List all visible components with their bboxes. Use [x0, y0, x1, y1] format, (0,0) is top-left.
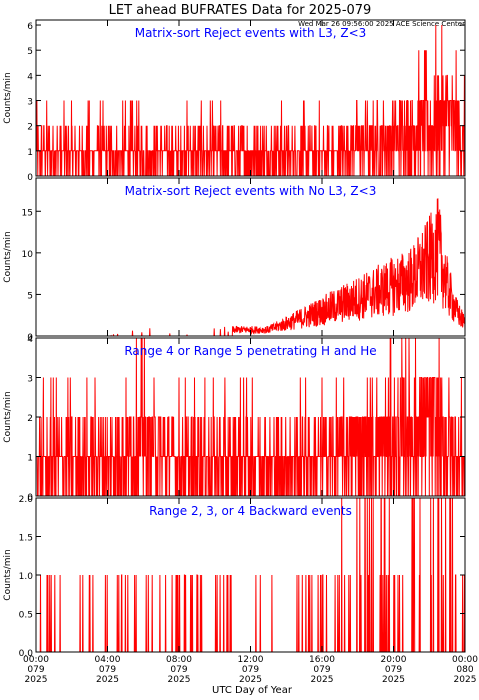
- series-line: [36, 198, 466, 337]
- x-tick-label: 00:00: [452, 655, 478, 665]
- x-tick-label: 079: [170, 665, 187, 675]
- x-tick-label: 12:00: [238, 655, 264, 665]
- x-axis-label: UTC Day of Year: [212, 685, 293, 696]
- series-line: [36, 337, 465, 497]
- series-line: [36, 24, 466, 177]
- y-tick-label: 10: [22, 250, 34, 260]
- x-tick-label: 00:00: [23, 655, 49, 665]
- panel-title: Range 4 or Range 5 penetrating H and He: [124, 344, 376, 358]
- y-axis-label: Counts/min: [3, 231, 13, 282]
- x-tick-label: 079: [242, 665, 259, 675]
- x-tick-label: 04:00: [95, 655, 121, 665]
- x-tick-label: 079: [385, 665, 402, 675]
- y-tick-label: 0: [27, 173, 33, 183]
- x-tick-label: 2025: [168, 675, 191, 685]
- chart-title: LET ahead BUFRATES Data for 2025-079: [109, 3, 372, 18]
- panel-1: 0 1 2 3 4 5 6 Matrix-sort Reject events with L3…: [3, 19, 466, 183]
- generated-timestamp: Wed Mar 26 09:56:00 2025 ACE Science Cen…: [298, 20, 465, 28]
- x-tick-label: 2025: [454, 675, 477, 685]
- y-tick-label: 3: [27, 98, 33, 108]
- y-tick-label: 2: [27, 123, 33, 133]
- y-tick-label: 4: [27, 335, 33, 345]
- panel-title: Range 2, 3, or 4 Backward events: [149, 504, 352, 518]
- x-tick-label: 079: [99, 665, 116, 675]
- y-tick-label: 1: [27, 454, 33, 464]
- y-tick-label: 1.0: [19, 572, 34, 582]
- x-tick-label: 2025: [25, 675, 48, 685]
- series-line: [36, 497, 466, 653]
- panel-4: 0.0 0.5 1.0 1.5 2.0 Range 2, 3, or 4 Backward…: [3, 495, 466, 659]
- x-tick-label: 2025: [239, 675, 262, 685]
- x-tick-label: 16:00: [309, 655, 335, 665]
- panel-3: 0 1 2 3 4 Range 4 or Range 5 penetrating H an…: [3, 335, 466, 503]
- plot-frame: [35, 497, 466, 653]
- panel-2: 0 5 10 15 Matrix-sort Reject events with No …: [3, 177, 466, 343]
- y-tick-label: 0: [27, 493, 33, 503]
- y-tick-label: 6: [27, 22, 33, 32]
- y-tick-label: 0: [27, 333, 33, 343]
- plot-frame: [35, 177, 466, 337]
- x-tick-label: 2025: [311, 675, 334, 685]
- x-tick-label: 2025: [382, 675, 405, 685]
- x-tick-label: 2025: [96, 675, 119, 685]
- y-axis-label: Counts/min: [3, 72, 13, 123]
- y-tick-label: 4: [27, 72, 33, 82]
- y-tick-label: 5: [27, 47, 33, 57]
- y-tick-label: 3: [27, 375, 33, 385]
- y-tick-label: 2: [27, 414, 33, 424]
- x-tick-label: 079: [27, 665, 44, 675]
- y-tick-label: 1.5: [19, 534, 33, 544]
- x-tick-label: 08:00: [166, 655, 192, 665]
- x-tick-label: 079: [313, 665, 330, 675]
- y-axis-label: Counts/min: [3, 391, 13, 442]
- panel-title: Matrix-sort Reject events with No L3, Z<…: [125, 184, 377, 198]
- x-tick-label: 080: [456, 665, 473, 675]
- y-tick-label: 1: [27, 148, 33, 158]
- y-tick-label: 5: [27, 291, 33, 301]
- y-axis-label: Counts/min: [3, 549, 13, 600]
- y-tick-label: 0.0: [19, 649, 34, 659]
- y-tick-label: 0.5: [19, 611, 33, 621]
- y-tick-label: 2.0: [19, 495, 34, 505]
- panel-title: Matrix-sort Reject events with L3, Z<3: [135, 26, 367, 40]
- x-tick-label: 20:00: [381, 655, 407, 665]
- y-tick-label: 15: [22, 208, 33, 218]
